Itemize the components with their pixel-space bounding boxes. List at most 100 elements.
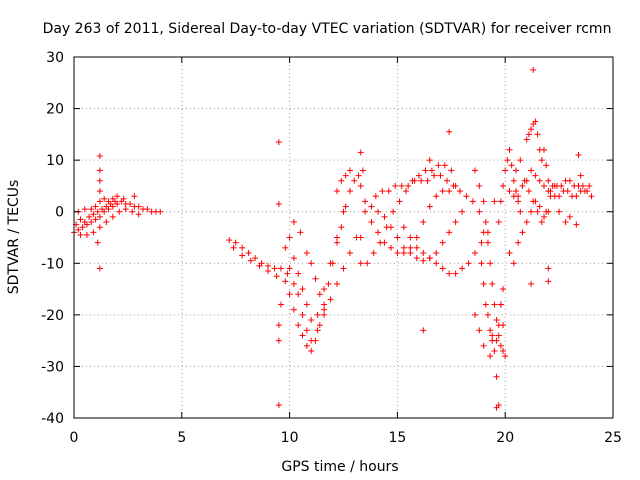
data-point — [157, 208, 164, 215]
data-point — [545, 265, 552, 272]
data-point — [519, 182, 526, 189]
data-point — [387, 244, 394, 251]
data-point — [94, 239, 101, 246]
y-tick-label: -30 — [41, 359, 64, 375]
data-point — [415, 172, 422, 179]
data-point — [441, 162, 448, 169]
data-point — [517, 208, 524, 215]
data-point — [575, 151, 582, 158]
data-point — [497, 301, 504, 308]
data-point — [515, 198, 522, 205]
data-point — [385, 188, 392, 195]
data-point — [129, 208, 136, 215]
data-point — [422, 167, 429, 174]
data-point — [303, 342, 310, 349]
data-point — [476, 327, 483, 334]
data-point — [374, 208, 381, 215]
data-point — [579, 182, 586, 189]
data-point — [545, 177, 552, 184]
data-point — [480, 198, 487, 205]
y-tick-label: 20 — [46, 102, 64, 118]
data-point — [489, 280, 496, 287]
data-point — [96, 188, 103, 195]
data-point — [295, 270, 302, 277]
data-points — [71, 66, 595, 411]
data-point — [532, 172, 539, 179]
data-point — [396, 198, 403, 205]
data-point — [487, 353, 494, 360]
data-point — [493, 337, 500, 344]
data-point — [96, 177, 103, 184]
data-point — [355, 172, 362, 179]
data-point — [480, 280, 487, 287]
data-point — [96, 167, 103, 174]
data-point — [79, 224, 86, 231]
data-point — [478, 260, 485, 267]
x-tick-label: 5 — [177, 430, 186, 446]
data-point — [413, 234, 420, 241]
data-point — [230, 244, 237, 251]
data-point — [463, 193, 470, 200]
data-point — [96, 198, 103, 205]
data-point — [487, 327, 494, 334]
data-point — [487, 260, 494, 267]
data-point — [357, 182, 364, 189]
data-point — [491, 301, 498, 308]
data-point — [504, 157, 511, 164]
data-point — [277, 301, 284, 308]
data-point — [439, 265, 446, 272]
y-tick-label: 10 — [46, 153, 64, 169]
data-point — [484, 311, 491, 318]
data-point — [135, 211, 142, 218]
data-point — [426, 157, 433, 164]
y-tick-label: 0 — [55, 205, 64, 221]
data-point — [290, 219, 297, 226]
data-point — [502, 167, 509, 174]
data-point — [510, 177, 517, 184]
data-point — [528, 167, 535, 174]
data-point — [239, 252, 246, 259]
data-point — [101, 208, 108, 215]
data-point — [271, 265, 278, 272]
data-point — [495, 332, 502, 339]
data-point — [96, 224, 103, 231]
data-point — [105, 198, 112, 205]
data-point — [495, 402, 502, 409]
data-point — [77, 231, 84, 238]
data-point — [314, 311, 321, 318]
data-point — [476, 182, 483, 189]
data-point — [340, 208, 347, 215]
data-point — [491, 198, 498, 205]
axis-ticks — [73, 56, 614, 419]
y-axis-label: SDTVAR / TECUs — [6, 180, 22, 295]
data-point — [439, 239, 446, 246]
data-point — [346, 167, 353, 174]
data-point — [394, 234, 401, 241]
data-point — [586, 182, 593, 189]
data-point — [497, 198, 504, 205]
data-point — [303, 327, 310, 334]
data-point — [433, 260, 440, 267]
data-point — [530, 66, 537, 73]
data-point — [342, 203, 349, 210]
data-point — [588, 193, 595, 200]
y-tick-label: 30 — [46, 50, 64, 66]
data-point — [400, 244, 407, 251]
data-point — [420, 219, 427, 226]
data-point — [480, 342, 487, 349]
data-point — [295, 291, 302, 298]
data-point — [452, 270, 459, 277]
data-point — [558, 182, 565, 189]
data-point — [245, 249, 252, 256]
data-point — [543, 162, 550, 169]
data-point — [321, 301, 328, 308]
data-point — [390, 208, 397, 215]
data-point — [282, 244, 289, 251]
data-point — [500, 347, 507, 354]
data-point — [400, 224, 407, 231]
data-point — [105, 206, 112, 213]
x-tick-label: 20 — [496, 430, 514, 446]
data-point — [439, 188, 446, 195]
data-point — [426, 203, 433, 210]
